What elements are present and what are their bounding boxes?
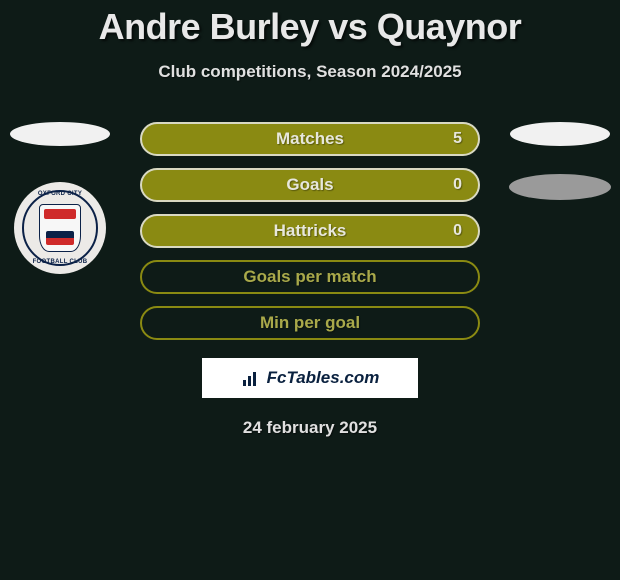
stat-bar-goals: Goals 0 — [140, 168, 480, 202]
stat-bar-matches: Matches 5 — [140, 122, 480, 156]
stat-bar-min-per-goal: Min per goal — [140, 306, 480, 340]
badge-shield-icon — [39, 204, 81, 252]
bar-chart-icon — [241, 370, 261, 386]
stat-bar-goals-per-match: Goals per match — [140, 260, 480, 294]
comparison-infographic: Andre Burley vs Quaynor Club competition… — [0, 0, 620, 438]
club-badge-placeholder-right — [509, 174, 611, 200]
badge-text-top: OXFORD CITY — [38, 191, 82, 197]
page-subtitle: Club competitions, Season 2024/2025 — [0, 62, 620, 82]
stat-label: Goals per match — [243, 267, 376, 287]
stat-label: Matches — [276, 129, 344, 149]
content-area: OXFORD CITY FOOTBALL CLUB Matches 5 Goal… — [0, 122, 620, 438]
badge-ring: OXFORD CITY FOOTBALL CLUB — [22, 190, 98, 266]
stat-value: 0 — [453, 176, 462, 194]
stat-bar-hattricks: Hattricks 0 — [140, 214, 480, 248]
player-photo-placeholder-left — [10, 122, 110, 146]
attribution-text: FcTables.com — [267, 368, 380, 388]
stat-value: 5 — [453, 130, 462, 148]
stat-label: Min per goal — [260, 313, 360, 333]
stat-value: 0 — [453, 222, 462, 240]
right-player-column — [500, 122, 620, 200]
stat-label: Goals — [286, 175, 333, 195]
page-title: Andre Burley vs Quaynor — [0, 6, 620, 48]
stat-bars: Matches 5 Goals 0 Hattricks 0 Goals per … — [140, 122, 480, 340]
generation-date: 24 february 2025 — [0, 418, 620, 438]
stat-label: Hattricks — [274, 221, 347, 241]
left-player-column: OXFORD CITY FOOTBALL CLUB — [0, 122, 120, 274]
attribution-badge: FcTables.com — [202, 358, 418, 398]
player-photo-placeholder-right — [510, 122, 610, 146]
club-badge-oxford-city: OXFORD CITY FOOTBALL CLUB — [14, 182, 106, 274]
badge-text-bottom: FOOTBALL CLUB — [33, 259, 88, 265]
